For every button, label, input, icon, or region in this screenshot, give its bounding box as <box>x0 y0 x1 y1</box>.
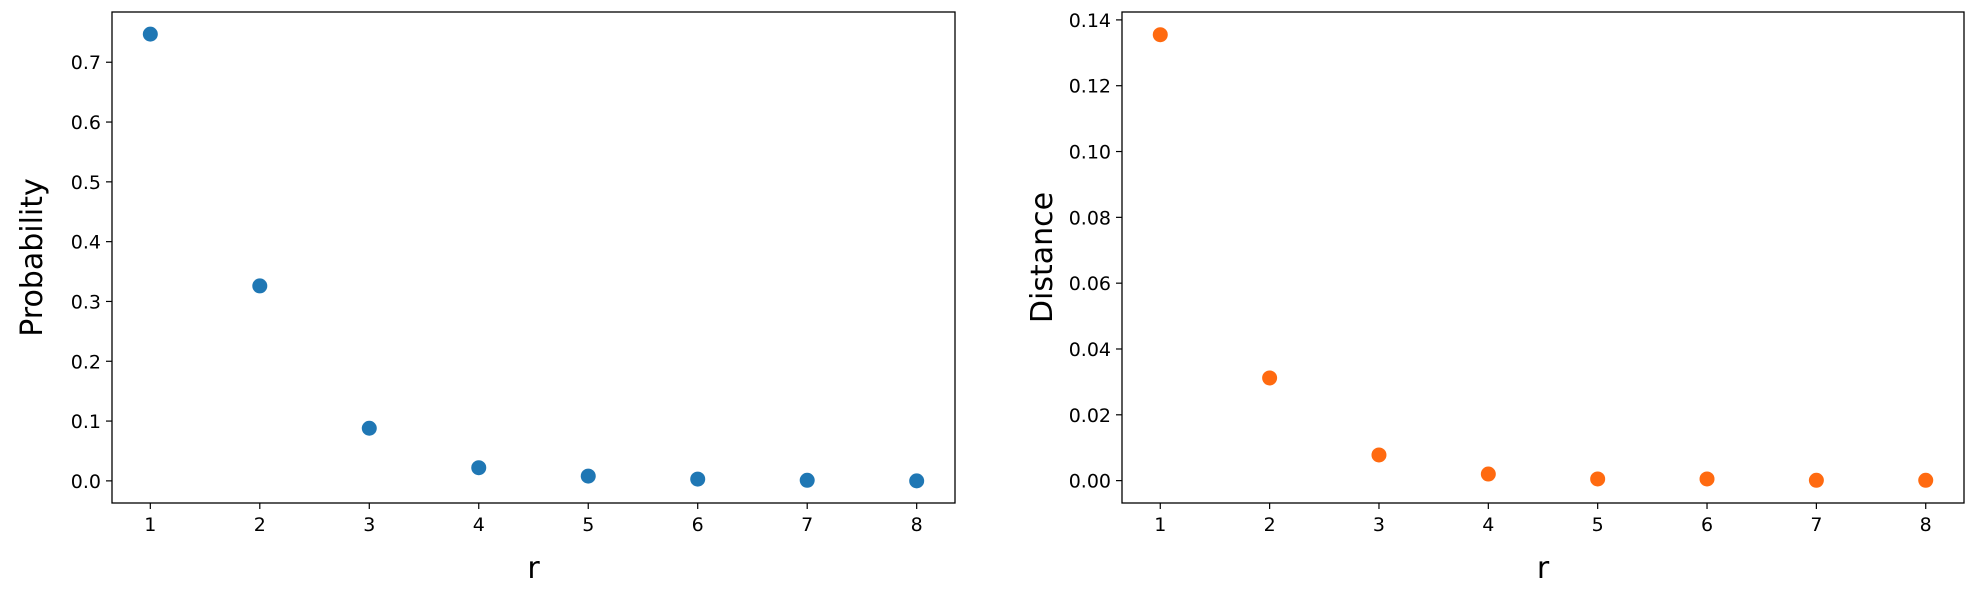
distance-panel: 1 2 3 4 5 6 7 8 0.00 0.02 0.04 0.06 0.08 0.10 0.12 0.14… <box>1025 10 1965 586</box>
distance-x-tick-label: 2 <box>1264 514 1276 536</box>
probability-x-tick-label: 5 <box>582 514 594 536</box>
probability-x-tick-label: 1 <box>144 514 156 536</box>
probability-x-tick-label: 3 <box>363 514 375 536</box>
probability-y-tick-label: 0.5 <box>71 172 101 194</box>
distance-x-axis-label: r <box>1537 551 1550 586</box>
distance-plot-frame <box>1121 11 1965 504</box>
distance-data-point <box>1262 370 1278 386</box>
probability-y-tick-label: 0.3 <box>71 291 101 313</box>
distance-y-tick-label: 0.06 <box>1069 273 1111 295</box>
probability-y-tick-label: 0.1 <box>71 411 101 433</box>
distance-x-tick-label: 7 <box>1810 514 1822 536</box>
distance-y-tick-label: 0.14 <box>1069 10 1111 32</box>
probability-x-tick-label: 2 <box>254 514 266 536</box>
probability-y-tick-label: 0.6 <box>71 112 101 134</box>
distance-x-tick-label: 3 <box>1373 514 1385 536</box>
distance-data-point <box>1480 466 1496 482</box>
probability-data-point <box>799 472 815 488</box>
probability-data-point <box>361 420 377 436</box>
distance-data-point <box>1808 472 1824 488</box>
distance-data-point <box>1152 27 1168 43</box>
distance-data-point <box>1590 471 1606 487</box>
probability-data-point <box>471 460 487 476</box>
probability-x-tick-label: 8 <box>911 514 923 536</box>
probability-panel: 1 2 3 4 5 6 7 8 0.0 0.1 0.2 0.3 0.4 0.5 0.6 0.7 r Probabi… <box>15 11 956 586</box>
probability-x-tick-label: 4 <box>473 514 485 536</box>
probability-x-tick-label: 6 <box>692 514 704 536</box>
distance-data-point <box>1918 472 1934 488</box>
probability-data-point <box>909 473 925 489</box>
probability-y-tick-label: 0.7 <box>71 52 101 74</box>
distance-data-point <box>1371 447 1387 463</box>
probability-x-tick-label: 7 <box>801 514 813 536</box>
distance-y-tick-label: 0.02 <box>1069 405 1111 427</box>
distance-x-tick-label: 4 <box>1482 514 1494 536</box>
probability-data-point <box>580 468 596 484</box>
distance-y-tick-label: 0.10 <box>1069 142 1111 164</box>
distance-y-tick-label: 0.08 <box>1069 207 1111 229</box>
distance-y-tick-label: 0.12 <box>1069 76 1111 98</box>
probability-y-tick-label: 0.2 <box>71 351 101 373</box>
probability-y-tick-label: 0.0 <box>71 471 101 493</box>
distance-x-tick-label: 5 <box>1592 514 1604 536</box>
probability-plot-frame <box>111 11 956 504</box>
probability-y-tick-label: 0.4 <box>71 232 101 254</box>
probability-y-axis-label: Probability <box>15 178 50 337</box>
probability-x-axis-label: r <box>527 551 540 586</box>
distance-x-tick-label: 1 <box>1154 514 1166 536</box>
distance-x-tick-label: 8 <box>1920 514 1932 536</box>
probability-data-point <box>690 471 706 487</box>
distance-y-tick-label: 0.00 <box>1069 471 1111 493</box>
distance-y-tick-label: 0.04 <box>1069 339 1111 361</box>
probability-data-point <box>142 26 158 42</box>
distance-y-axis-label: Distance <box>1025 192 1060 323</box>
distance-x-tick-label: 6 <box>1701 514 1713 536</box>
probability-data-point <box>252 278 268 294</box>
distance-data-point <box>1699 471 1715 487</box>
